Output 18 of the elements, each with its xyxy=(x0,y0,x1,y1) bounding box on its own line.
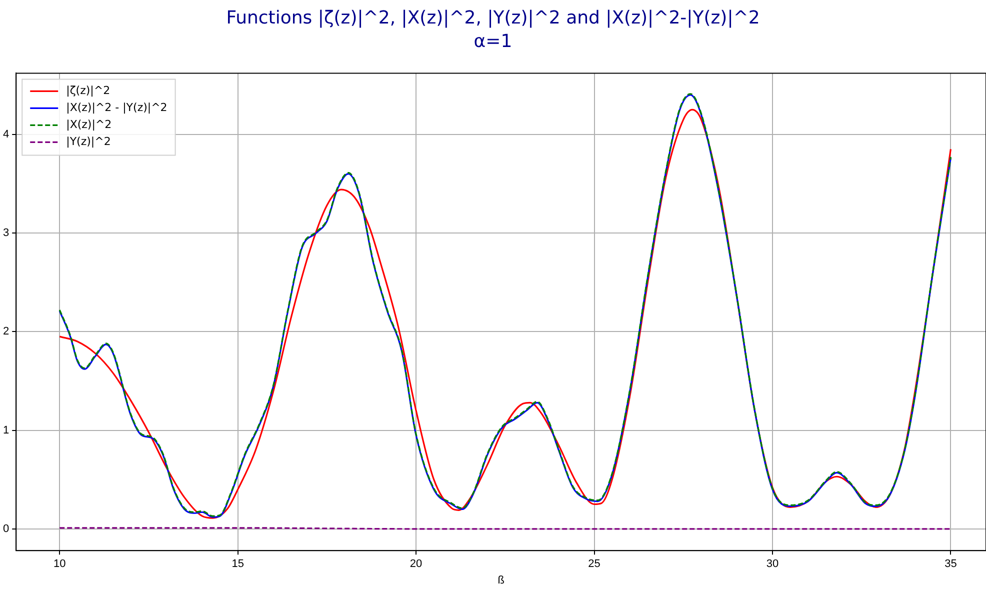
y-tick-label: 3 xyxy=(2,227,10,240)
legend-label: |X(z)|^2 xyxy=(66,118,112,132)
legend-label: |ζ(z)|^2 xyxy=(66,84,110,98)
y-tick-label: 2 xyxy=(2,326,10,338)
x-tick-label: 25 xyxy=(588,558,600,570)
x-axis-title: ß xyxy=(498,574,505,586)
chart-title: Functions |ζ(z)|^2, |X(z)|^2, |Y(z)|^2 and |X(z)|^2-|Y(z)|^2 xyxy=(226,7,760,28)
y-tick-label: 1 xyxy=(2,424,10,436)
legend-label: |X(z)|^2 - |Y(z)|^2 xyxy=(66,101,168,114)
chart-subtitle: α=1 xyxy=(474,31,512,52)
legend-label: |Y(z)|^2 xyxy=(66,135,111,148)
x-tick-label: 20 xyxy=(410,558,422,570)
y-tick-label: 4 xyxy=(2,128,10,140)
x-tick-label: 35 xyxy=(944,558,957,570)
x-tick-label: 15 xyxy=(232,558,244,570)
x-tick-label: 30 xyxy=(766,558,779,570)
x-tick-label: 10 xyxy=(53,558,66,570)
y-tick-label: 0 xyxy=(2,522,10,535)
